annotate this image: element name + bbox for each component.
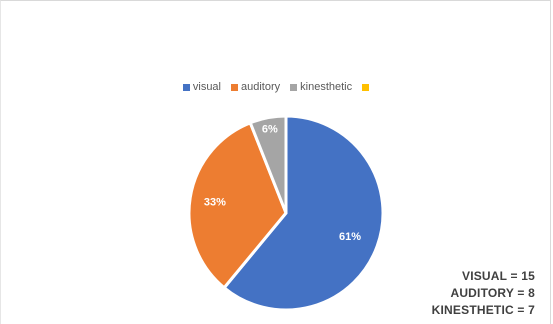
count-auditory: AUDITORY = 8 [450, 286, 535, 300]
legend-entry-kinesthetic: kinesthetic [290, 81, 352, 93]
legend-swatch-4 [362, 83, 370, 91]
legend: visual auditory kinesthetic [0, 80, 553, 94]
data-label-kinesthetic: 6% [262, 124, 278, 136]
count-kinesthetic: KINESTHETIC = 7 [431, 303, 535, 317]
legend-label-visual: visual [192, 81, 221, 93]
legend-entry-4 [362, 83, 372, 91]
legend-entry-auditory: auditory [231, 81, 280, 93]
count-annotation: VISUAL = 15 AUDITORY = 8 KINESTHETIC = 7 [432, 268, 535, 319]
slice-kinesthetic [248, 114, 288, 215]
data-label-visual: 61% [339, 231, 361, 243]
count-visual: VISUAL = 15 [461, 269, 535, 283]
slice-auditory [187, 121, 288, 290]
legend-swatch-visual [182, 83, 190, 91]
data-label-auditory: 33% [204, 197, 226, 209]
legend-label-kinesthetic: kinesthetic [300, 81, 353, 93]
legend-label-auditory: auditory [241, 81, 281, 93]
slice-visual [222, 114, 385, 312]
legend-entry-visual: visual [182, 81, 221, 93]
legend-swatch-auditory [231, 83, 238, 91]
legend-swatch-kinesthetic [290, 83, 298, 91]
